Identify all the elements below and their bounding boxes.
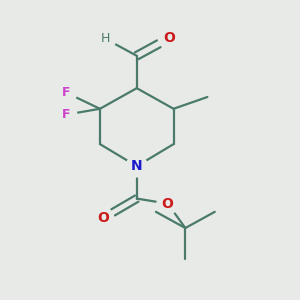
Text: N: N (131, 159, 142, 173)
Circle shape (157, 193, 178, 214)
Text: H: H (100, 32, 110, 45)
Text: F: F (62, 86, 70, 99)
Text: O: O (162, 196, 174, 211)
Text: F: F (62, 108, 70, 121)
Text: O: O (97, 211, 109, 225)
Text: O: O (163, 31, 175, 45)
Circle shape (94, 28, 116, 49)
Circle shape (56, 104, 77, 125)
Circle shape (158, 28, 180, 49)
Circle shape (126, 156, 147, 177)
Circle shape (56, 82, 77, 103)
Circle shape (92, 208, 113, 229)
